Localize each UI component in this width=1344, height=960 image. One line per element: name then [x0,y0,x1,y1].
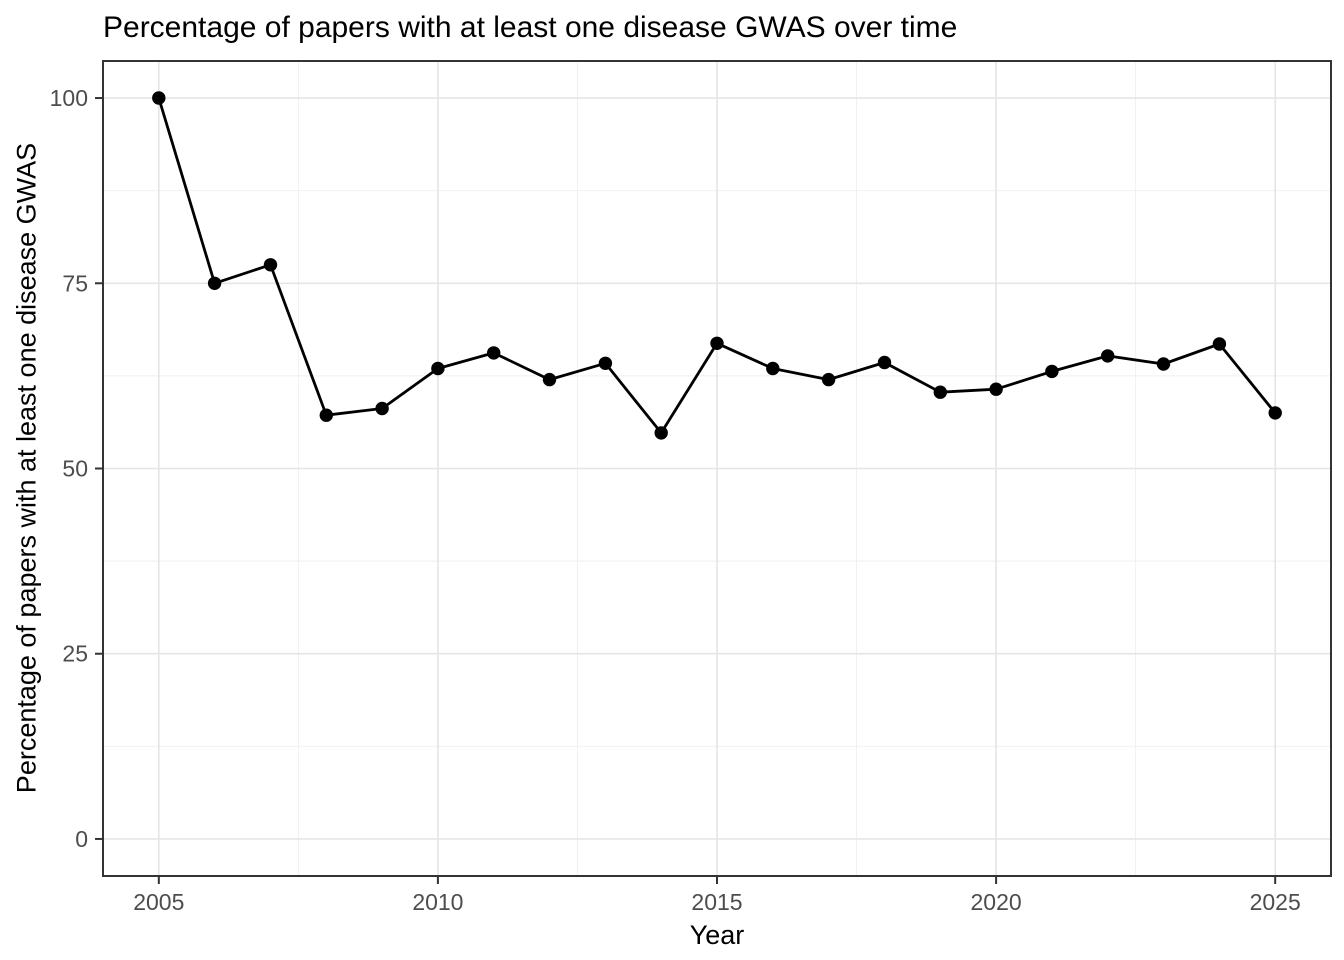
data-point [431,361,445,376]
y-axis-tick-label: 75 [62,270,88,296]
data-point [319,408,333,422]
data-point [1268,406,1282,420]
data-point [487,346,501,360]
y-axis-tick-label: 50 [62,456,88,482]
data-point [542,372,557,387]
data-point [989,382,1003,396]
data-point [821,372,836,387]
data-point [375,401,389,416]
x-axis-tick-label: 2015 [691,889,742,915]
data-point [933,385,947,399]
x-axis-tick-label: 2010 [412,889,463,915]
data-point [1156,357,1171,371]
y-axis-tick-label: 25 [62,641,88,667]
y-axis-title: Percentage of papers with at least one d… [11,142,42,794]
x-axis-tick-label: 2005 [133,889,184,915]
data-point [877,355,892,370]
x-axis-tick-label: 2020 [971,889,1022,915]
data-point [710,336,724,350]
y-axis-tick-label: 100 [50,85,88,111]
data-point [654,426,668,440]
y-axis-tick-label: 0 [75,826,88,852]
plot-title: Percentage of papers with at least one d… [103,11,958,44]
x-axis-tick-label: 2025 [1250,889,1301,915]
data-point [263,258,278,272]
data-point [1101,349,1115,363]
data-point [207,276,222,290]
data-point [152,91,166,105]
panel-border [102,60,1332,877]
data-point [1212,337,1227,351]
data-point [598,356,613,370]
x-axis-title: Year [689,920,745,950]
data-point [766,361,780,376]
data-point [1045,364,1059,379]
